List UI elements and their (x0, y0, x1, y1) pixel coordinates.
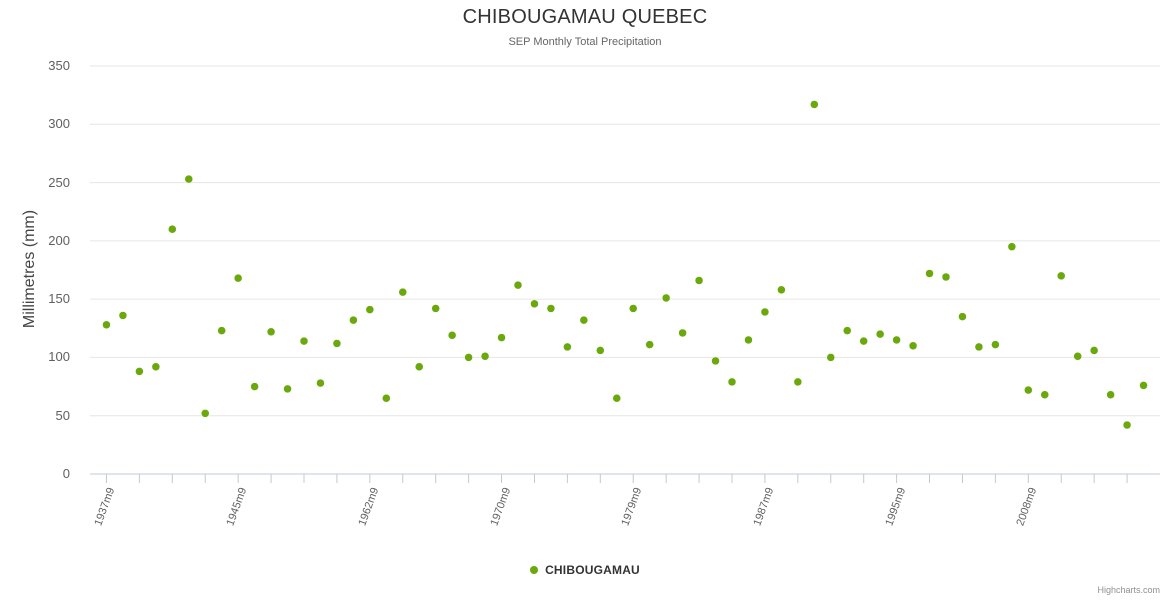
data-point[interactable] (875, 329, 885, 339)
data-points[interactable] (102, 100, 1148, 430)
data-point[interactable] (744, 335, 753, 345)
data-point[interactable] (678, 328, 687, 338)
data-point[interactable] (974, 342, 984, 352)
highcharts-credits: Highcharts.com (1097, 585, 1160, 595)
data-point[interactable] (925, 269, 934, 278)
data-point[interactable] (299, 336, 309, 346)
data-point[interactable] (694, 276, 704, 285)
data-point[interactable] (398, 287, 408, 297)
legend-item-chibougamau[interactable]: CHIBOUGAMAU (530, 562, 640, 577)
data-point[interactable] (480, 352, 490, 361)
data-point[interactable] (184, 174, 194, 184)
data-point[interactable] (217, 326, 226, 335)
y-axis-tick-label: 100 (48, 349, 70, 365)
data-point[interactable] (859, 336, 868, 346)
data-point[interactable] (793, 377, 803, 387)
data-point[interactable] (892, 335, 901, 345)
data-point[interactable] (760, 307, 770, 317)
legend-marker-icon (530, 565, 539, 574)
data-point[interactable] (151, 362, 161, 372)
data-point[interactable] (661, 293, 671, 303)
x-axis-ticks (105, 474, 1128, 483)
data-point[interactable] (168, 224, 177, 234)
data-point[interactable] (266, 327, 276, 337)
data-point[interactable] (382, 393, 391, 403)
data-point[interactable] (250, 382, 259, 391)
y-axis-tick-label: 150 (48, 291, 70, 307)
data-point[interactable] (118, 311, 128, 320)
data-point[interactable] (497, 333, 506, 342)
data-point[interactable] (842, 326, 852, 335)
data-point[interactable] (1040, 390, 1050, 399)
data-point[interactable] (349, 315, 358, 325)
data-point[interactable] (612, 393, 622, 403)
data-point[interactable] (596, 346, 605, 355)
data-point[interactable] (530, 299, 539, 309)
data-point[interactable] (546, 304, 556, 313)
data-point[interactable] (102, 320, 111, 330)
data-point[interactable] (464, 353, 473, 362)
data-point[interactable] (233, 273, 243, 283)
data-point[interactable] (711, 356, 720, 366)
data-point[interactable] (958, 312, 967, 321)
data-point[interactable] (431, 304, 440, 313)
y-axis-tick-label: 50 (55, 407, 70, 423)
data-point[interactable] (579, 315, 589, 325)
data-point[interactable] (1024, 385, 1033, 395)
data-point[interactable] (135, 367, 144, 376)
gridlines (90, 65, 1160, 475)
data-point[interactable] (826, 353, 836, 362)
y-axis-tick-label: 300 (48, 116, 70, 132)
data-point[interactable] (1089, 346, 1099, 355)
data-point[interactable] (645, 340, 654, 349)
data-point[interactable] (908, 341, 918, 351)
data-point[interactable] (1073, 352, 1082, 361)
data-point[interactable] (447, 331, 457, 340)
data-point[interactable] (283, 384, 292, 394)
chart-legend: CHIBOUGAMAU (0, 562, 1170, 577)
data-point[interactable] (414, 362, 424, 372)
data-point[interactable] (628, 304, 638, 313)
y-axis-tick-label: 250 (48, 174, 70, 190)
data-point[interactable] (810, 100, 819, 109)
legend-item-label: CHIBOUGAMAU (545, 562, 640, 577)
data-point[interactable] (332, 339, 342, 348)
data-point[interactable] (1007, 242, 1017, 251)
data-point[interactable] (563, 342, 572, 352)
data-point[interactable] (513, 280, 523, 290)
chart-subtitle: SEP Monthly Total Precipitation (508, 36, 662, 48)
data-point[interactable] (777, 285, 786, 295)
data-point[interactable] (941, 272, 951, 282)
data-point[interactable] (316, 378, 325, 388)
chart-title: CHIBOUGAMAU QUEBEC (462, 6, 708, 28)
data-point[interactable] (991, 340, 1000, 349)
data-point[interactable] (1122, 420, 1132, 430)
data-point[interactable] (1139, 381, 1148, 390)
y-axis-tick-label: 350 (48, 58, 70, 73)
data-point[interactable] (365, 305, 375, 314)
y-axis-tick-label: 200 (48, 232, 70, 248)
data-point[interactable] (200, 409, 210, 418)
data-point[interactable] (1106, 390, 1115, 399)
data-point[interactable] (727, 377, 737, 387)
data-point[interactable] (1056, 271, 1066, 281)
y-axis-tick-label: 0 (62, 466, 70, 481)
